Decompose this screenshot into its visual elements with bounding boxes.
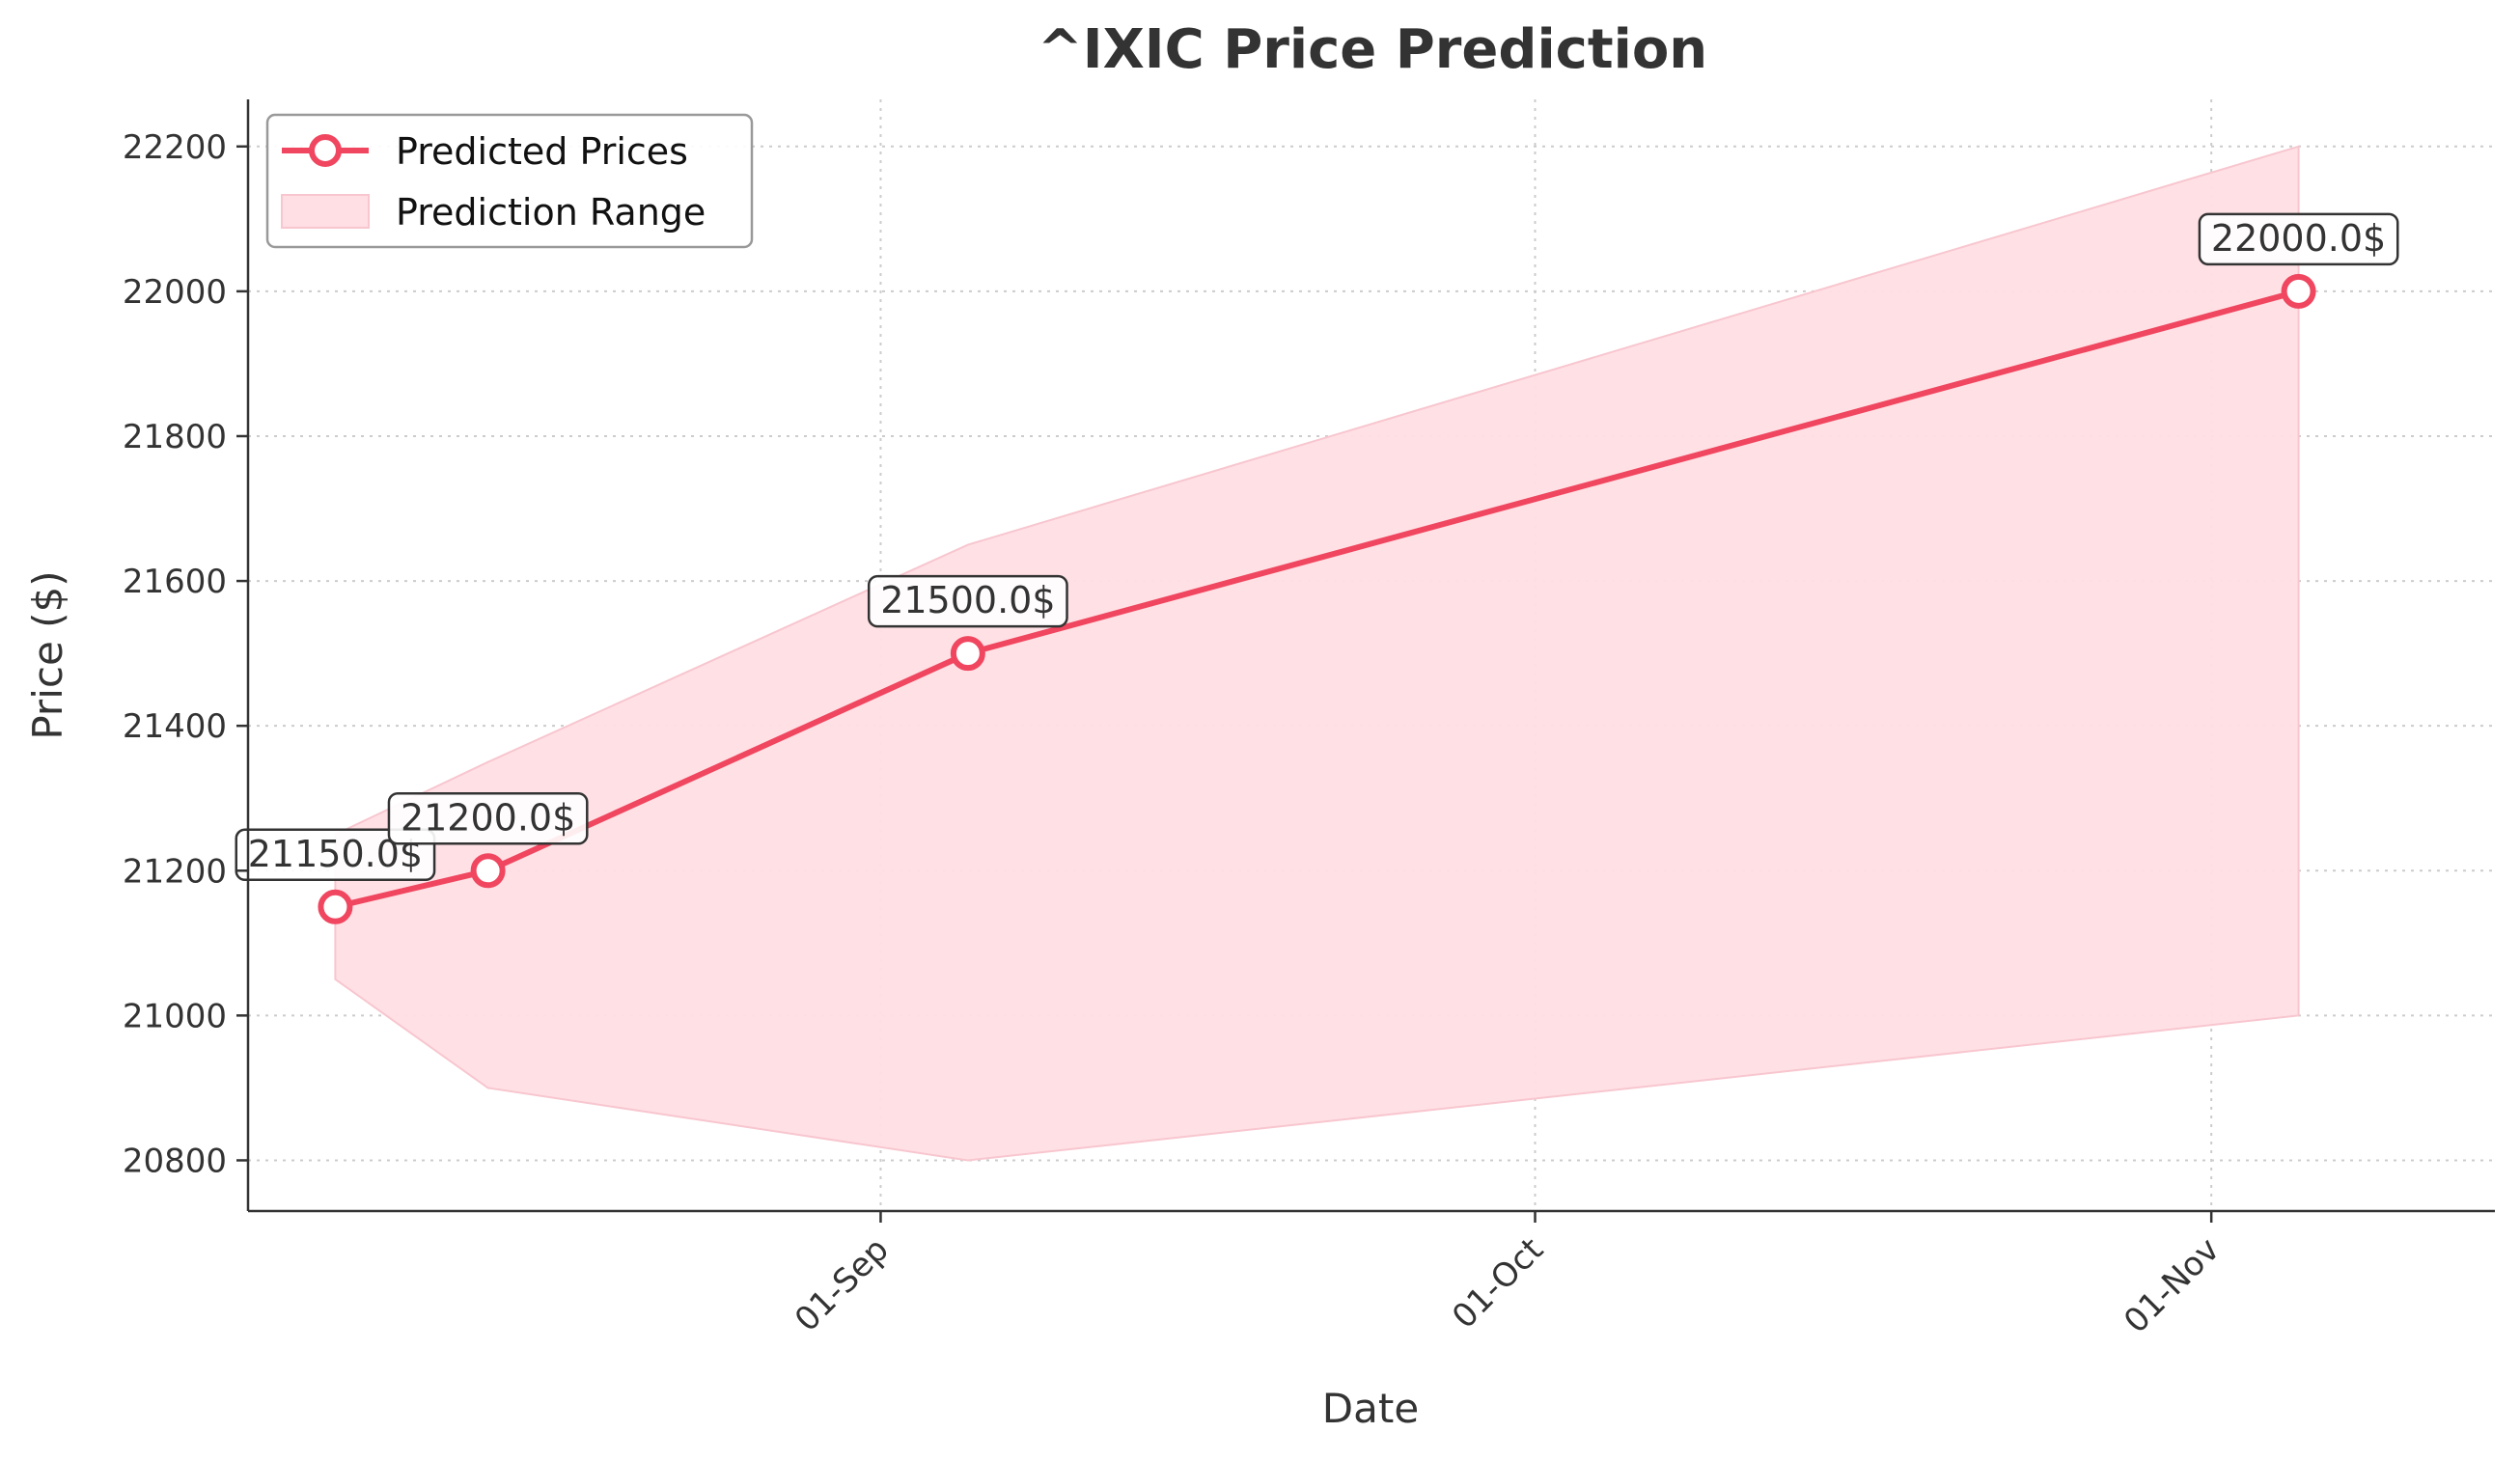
- legend-frame: [265, 113, 754, 249]
- y-axis-title: Price ($): [24, 570, 71, 739]
- predicted-price-point: [470, 853, 506, 889]
- predicted-price-point: [950, 636, 985, 672]
- data-label-box: [867, 574, 1068, 628]
- y-tick-label: 21600: [123, 563, 227, 601]
- y-tick-label: 21200: [123, 852, 227, 891]
- y-tick-label: 21000: [123, 997, 227, 1035]
- legend-range-swatch: [281, 194, 370, 229]
- prediction-range-area: [334, 145, 2300, 1162]
- x-axis-title: Date: [1322, 1385, 1419, 1432]
- y-tick-label: 22200: [123, 128, 227, 167]
- y-ticks: 20800 21000 21200 21400 21600 21800 22000 22200: [123, 128, 248, 1180]
- legend-marker-swatch: [309, 134, 342, 167]
- data-label: 21500.0$: [867, 574, 1068, 628]
- data-label-box: [235, 828, 436, 882]
- data-label: 21200.0$: [387, 792, 589, 845]
- predicted-prices-layer: [332, 288, 2302, 910]
- y-tick-label: 22000: [123, 273, 227, 312]
- y-tick-label: 21400: [123, 707, 227, 746]
- chart-title: ^IXIC Price Prediction: [1038, 18, 1707, 81]
- data-label-text: 21500.0$: [880, 579, 1055, 621]
- predicted-prices-line: [332, 288, 2302, 910]
- data-label: 22000.0$: [2198, 212, 2399, 266]
- y-tick-label: 21800: [123, 418, 227, 456]
- legend-label-prediction-range: Prediction Range: [396, 191, 706, 234]
- predicted-price-point: [2281, 273, 2316, 309]
- data-labels-layer: 21150.0$21200.0$ 21500.0$ 22000.0$: [235, 212, 2399, 882]
- axes: [246, 99, 2495, 1213]
- data-label-text: 22000.0$: [2211, 217, 2386, 260]
- y-tick-label: 20800: [123, 1142, 227, 1180]
- prediction-range-layer: [334, 145, 2300, 1162]
- data-label-box: [2198, 212, 2399, 266]
- legend: Predicted Prices Prediction Range: [265, 113, 754, 249]
- predicted-price-point: [318, 889, 353, 924]
- data-label-text: 21200.0$: [401, 796, 575, 839]
- markers-layer: [318, 273, 2316, 924]
- legend-label-predicted-prices: Predicted Prices: [396, 130, 688, 173]
- data-label: 21150.0$: [235, 828, 436, 882]
- data-label-box: [387, 792, 589, 845]
